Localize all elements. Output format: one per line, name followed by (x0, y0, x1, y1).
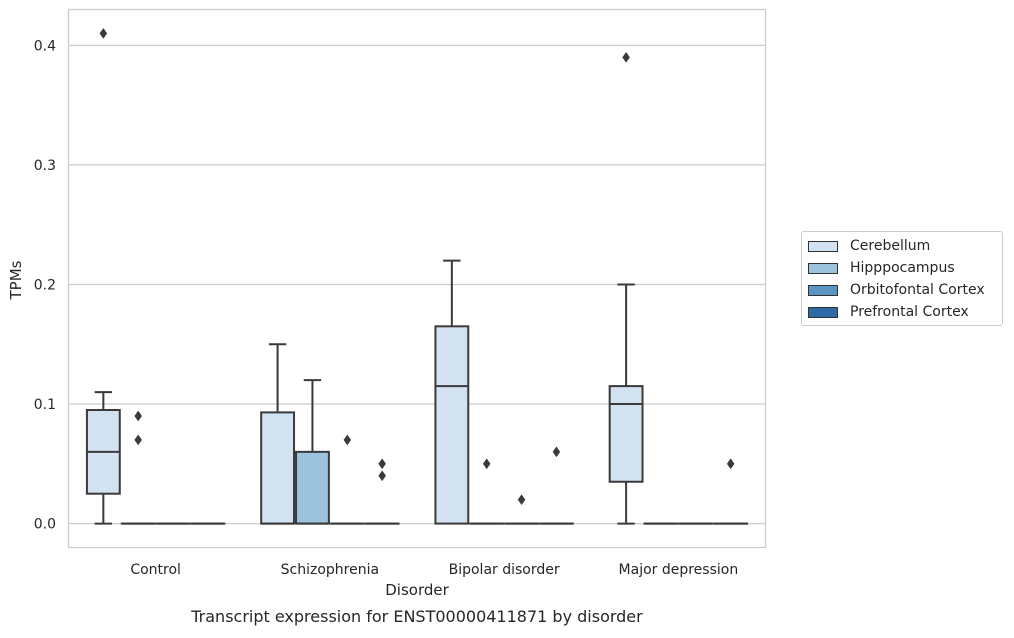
outlier-point (379, 459, 386, 469)
grid-layer (69, 45, 766, 523)
box-2-3 (540, 447, 573, 524)
legend-item-prefrontal-cortex: Prefrontal Cortex (808, 304, 969, 320)
outlier-point (135, 411, 142, 421)
y-axis-label: TPMs (7, 260, 25, 300)
box-1-2 (331, 435, 364, 524)
box-2-1 (470, 459, 503, 524)
y-tick-label: 0.4 (34, 38, 56, 54)
legend-swatch-cerebellum (808, 241, 838, 252)
mark-layer (87, 28, 747, 523)
chart-title: Transcript expression for ENST0000041187… (190, 607, 643, 626)
legend-swatch-hippocampus (808, 263, 838, 274)
outlier-point (623, 52, 630, 62)
x-tick-label: Control (130, 562, 181, 578)
legend-swatch-orbitofrontal-cortex (808, 285, 838, 296)
box-2-0 (435, 261, 468, 524)
outlier-point (344, 435, 351, 445)
outlier-point (518, 495, 525, 505)
box-1-1 (296, 380, 329, 523)
legend-label-hippocampus: Hipppocampus (850, 260, 955, 276)
box-3-0 (610, 52, 643, 523)
outlier-point (483, 459, 490, 469)
box-2-2 (505, 495, 538, 524)
y-tick-label: 0.3 (34, 158, 56, 174)
legend-item-hippocampus: Hipppocampus (808, 260, 955, 276)
outlier-point (135, 435, 142, 445)
legend-swatch-prefrontal-cortex (808, 307, 838, 318)
box-0-1 (122, 411, 155, 524)
box-body (261, 412, 294, 523)
legend: Cerebellum Hipppocampus Orbitofontal Cor… (801, 231, 1003, 326)
box-body (296, 452, 329, 524)
y-tick-label: 0.0 (34, 517, 56, 533)
box-1-0 (261, 344, 294, 523)
tick-layer: 0.0 0.1 0.2 0.3 0.4 Control Schizophrenia Bipol… (34, 38, 738, 578)
legend-item-cerebellum: Cerebellum (808, 238, 930, 254)
y-tick-label: 0.2 (34, 277, 56, 293)
box-0-0 (87, 28, 120, 523)
x-tick-label: Bipolar disorder (449, 562, 560, 578)
y-tick-label: 0.1 (34, 397, 56, 413)
outlier-point (553, 447, 560, 457)
legend-label-cerebellum: Cerebellum (850, 238, 930, 254)
outlier-point (379, 471, 386, 481)
legend-label-orbitofrontal-cortex: Orbitofontal Cortex (850, 282, 985, 298)
box-body (610, 386, 643, 482)
x-tick-label: Schizophrenia (281, 562, 379, 578)
x-tick-label: Major depression (619, 562, 739, 578)
x-axis-label: Disorder (385, 581, 449, 599)
legend-item-orbitofrontal-cortex: Orbitofontal Cortex (808, 282, 985, 298)
box-body (435, 326, 468, 523)
outlier-point (727, 459, 734, 469)
axes-frame (69, 10, 766, 548)
legend-label-prefrontal-cortex: Prefrontal Cortex (850, 304, 969, 320)
box-1-3 (366, 459, 399, 524)
box-3-3 (714, 459, 747, 524)
outlier-point (100, 28, 107, 38)
